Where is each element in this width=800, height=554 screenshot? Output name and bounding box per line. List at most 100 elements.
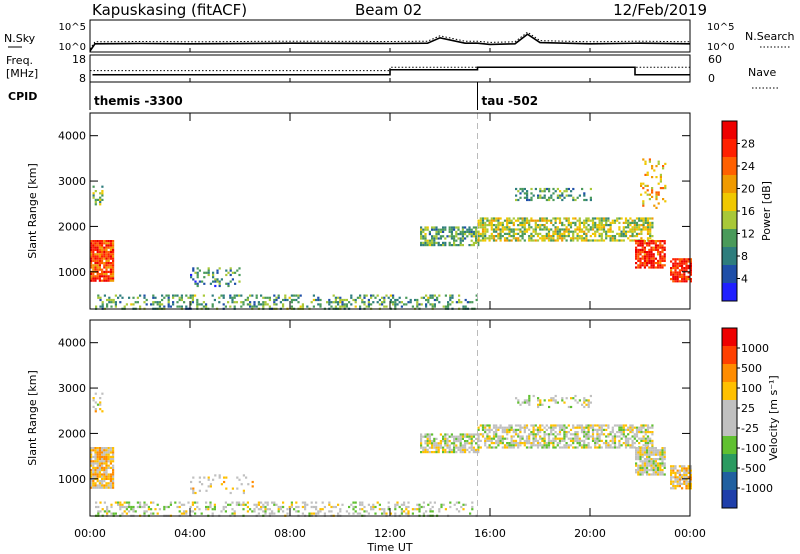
power-cell (622, 235, 625, 238)
power-cell (101, 240, 104, 243)
velocity-cell (639, 451, 642, 454)
velocity-cell (103, 466, 106, 469)
power-cell (260, 294, 263, 297)
power-cell (646, 232, 650, 235)
velocity-cell (640, 437, 643, 440)
power-cell (238, 267, 241, 270)
power-cell (425, 294, 428, 297)
velocity-cell (602, 433, 606, 436)
power-cell (574, 237, 577, 240)
power-cell (543, 194, 546, 197)
power-cell (670, 269, 673, 272)
velocity-cell (143, 512, 146, 515)
velocity-cell (105, 484, 108, 487)
velocity-cell (472, 435, 475, 438)
power-cell (523, 196, 526, 199)
velocity-cell (468, 437, 471, 440)
velocity-cell (676, 476, 679, 479)
velocity-cell (528, 394, 531, 398)
power-cell (678, 280, 681, 283)
power-colorbar-segment-8 (722, 265, 737, 284)
velocity-cell (422, 451, 425, 454)
power-cell (530, 217, 533, 220)
power-cell (293, 298, 296, 302)
velocity-cell (591, 437, 595, 440)
power-cell (420, 296, 423, 299)
velocity-cell (678, 478, 681, 481)
velocity-cell (105, 469, 108, 472)
power-cell (330, 305, 333, 308)
power-cell (554, 232, 557, 235)
velocity-cell (661, 453, 664, 456)
velocity-cell (578, 424, 581, 427)
power-cell (350, 296, 353, 299)
velocity-cell (428, 440, 431, 443)
power-cell (589, 187, 592, 191)
velocity-cell (440, 505, 443, 509)
velocity-cell (92, 397, 95, 400)
power-cell (523, 232, 526, 235)
velocity-cell (563, 439, 566, 442)
power-cell (453, 228, 456, 231)
velocity-cell (477, 446, 480, 449)
power-cell (470, 233, 473, 236)
power-cell (676, 275, 679, 278)
velocity-cell (459, 440, 462, 443)
power-cell (559, 196, 562, 199)
power-cell (539, 226, 542, 229)
velocity-cell (643, 449, 646, 452)
power-cell (112, 246, 115, 249)
power-cell (152, 303, 155, 306)
power-cell (565, 219, 568, 222)
power-cell (139, 294, 142, 297)
velocity-cell (576, 442, 579, 445)
power-cell (499, 235, 502, 238)
velocity-cell (517, 435, 520, 438)
velocity-cell (631, 426, 634, 429)
velocity-cell (207, 476, 210, 479)
power-cell (670, 260, 673, 263)
power-cell (381, 303, 384, 306)
velocity-cell (687, 471, 690, 474)
power-cell (196, 282, 199, 285)
velocity-cell (295, 501, 298, 504)
velocity-cell (631, 446, 634, 449)
velocity-cell (683, 465, 686, 468)
power-cell (591, 232, 595, 235)
power-cell (372, 301, 375, 304)
power-cell (194, 280, 197, 283)
power-cell (420, 230, 423, 233)
velocity-cell (492, 424, 496, 427)
power-cell (367, 298, 370, 302)
power-cell (103, 294, 106, 297)
velocity-cell (501, 426, 504, 429)
power-cell (514, 219, 518, 222)
velocity-cell (96, 469, 99, 472)
velocity-cell (672, 469, 675, 472)
velocity-cell (98, 449, 101, 452)
power-cell (424, 235, 427, 238)
power-cell (563, 232, 566, 235)
power-cell (651, 176, 654, 179)
power-cell (442, 226, 445, 229)
nave-label: Nave (748, 66, 776, 79)
power-cell (638, 226, 641, 229)
power-cell (464, 298, 467, 302)
power-cell (641, 262, 644, 265)
velocity-cell (279, 508, 282, 511)
velocity-cell (453, 437, 456, 440)
power-cell (659, 176, 662, 179)
power-cell (672, 267, 675, 270)
power-cell (649, 224, 652, 227)
velocity-cell (683, 474, 686, 477)
velocity-cell (620, 424, 623, 427)
velocity-cell (528, 435, 531, 438)
velocity-cell (643, 451, 646, 454)
velocity-colorbar-label-7: -1000 (741, 482, 773, 495)
power-cell (264, 296, 267, 299)
velocity-cell (433, 442, 436, 445)
velocity-cell (672, 485, 675, 488)
velocity-cell (663, 451, 666, 454)
power-cell (92, 259, 95, 262)
